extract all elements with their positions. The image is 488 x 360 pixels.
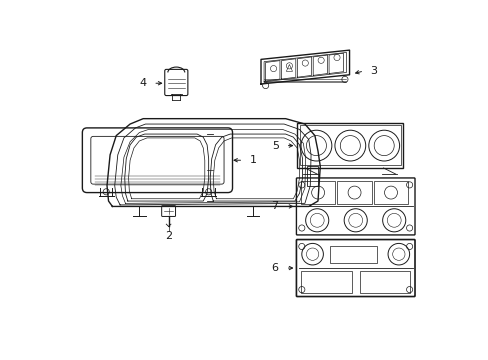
Bar	[299, 125, 400, 165]
Text: 1: 1	[249, 155, 256, 165]
Bar	[297, 123, 403, 168]
Text: 3: 3	[369, 66, 377, 76]
Bar	[306, 166, 317, 186]
Bar	[373, 181, 407, 204]
Bar	[329, 247, 377, 264]
Bar	[301, 181, 334, 204]
Bar	[337, 181, 371, 204]
Text: 7: 7	[271, 202, 278, 211]
Bar	[359, 271, 409, 293]
Text: 4: 4	[139, 78, 146, 88]
Text: 6: 6	[271, 263, 278, 273]
Text: 2: 2	[165, 231, 172, 241]
Text: 5: 5	[271, 141, 278, 150]
Bar	[301, 271, 351, 293]
